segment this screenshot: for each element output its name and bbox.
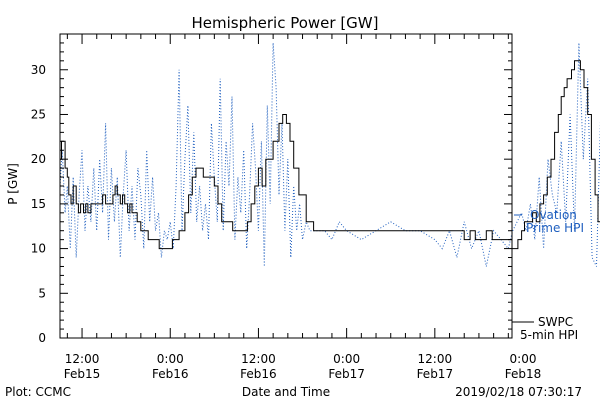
x-tick-label-date: Feb17 — [328, 367, 365, 381]
y-tick-label: 20 — [31, 152, 46, 166]
y-tick-label: 15 — [31, 197, 46, 211]
x-tick-label-time: 12:00 — [241, 352, 276, 366]
x-tick-label-time: 12:00 — [418, 352, 453, 366]
y-tick-label: 5 — [38, 286, 46, 300]
x-tick-label-date: Feb16 — [152, 367, 189, 381]
legend-swpc-line2: 5-min HPI — [520, 328, 578, 342]
series-swpc-line — [60, 60, 600, 250]
y-tick-label: 0 — [38, 331, 46, 345]
plot-timestamp: 2019/02/18 07:30:17 — [455, 385, 582, 399]
y-tick-label: 25 — [31, 107, 46, 121]
x-axis-label: Date and Time — [242, 385, 330, 399]
x-tick-label-date: Feb18 — [505, 367, 542, 381]
x-tick-label-time: 12:00 — [65, 352, 100, 366]
x-tick-label-date: Feb16 — [240, 367, 277, 381]
y-axis-label: P [GW] — [6, 163, 20, 205]
chart-title: Hemispheric Power [GW] — [192, 14, 379, 32]
x-tick-label-date: Feb17 — [417, 367, 454, 381]
series-layer — [59, 42, 600, 267]
x-tick-label-time: 0:00 — [510, 352, 537, 366]
x-tick-label-date: Feb15 — [64, 367, 101, 381]
y-tick-label: 30 — [31, 63, 46, 77]
plot-credit: Plot: CCMC — [5, 385, 71, 399]
axes-layer: 05101520253012:00Feb150:00Feb1612:00Feb1… — [31, 33, 542, 381]
x-tick-label-time: 0:00 — [157, 352, 184, 366]
legend-swpc-line1: SWPC — [538, 315, 573, 329]
series-ovation-prime-line — [59, 42, 600, 267]
legend-ovation-line2: Prime HPI — [526, 221, 584, 235]
y-tick-label: 10 — [31, 242, 46, 256]
legend-ovation-line1: Ovation — [530, 208, 577, 222]
x-tick-label-time: 0:00 — [333, 352, 360, 366]
plot-frame — [59, 33, 513, 339]
